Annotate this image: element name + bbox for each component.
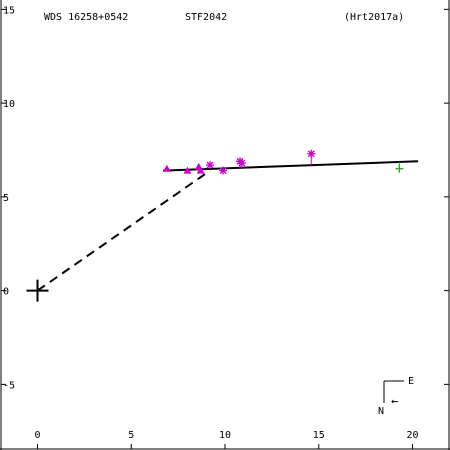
x-tick-label: 0 [35,430,41,441]
compass: E N ← [378,376,414,417]
y-tick-label: 5 [3,193,9,204]
header-reference: (Hrt2017a) [344,12,404,23]
x-tick-label: 15 [313,430,325,441]
observation-asterisk [206,161,214,169]
observation-triangle [162,164,171,172]
compass-east-label: E [408,376,414,387]
y-tick-label: 0 [3,287,9,298]
compass-north-label: N [378,406,384,417]
observation-triangle [183,166,192,174]
observation-asterisk [219,166,228,175]
x-tick-label: 5 [128,430,134,441]
y-tick-label: -5 [3,380,15,391]
y-tick-label: 10 [3,99,15,110]
observation-triangle [196,166,205,174]
data-marks [26,149,404,302]
observation-asterisk [307,149,316,158]
x-tick-label: 10 [219,430,231,441]
projection-line [36,169,211,292]
ephemeris-plus [395,164,404,173]
header-wds-id: WDS 16258+0542 [44,12,128,23]
header-star-name: STF2042 [185,12,227,23]
orbit-lines [36,160,419,292]
compass-arrow: ← [391,394,398,408]
observation-asterisk [237,159,246,168]
y-tick-label: 15 [3,5,15,16]
fit-line [163,160,419,172]
x-tick-label: 20 [407,430,419,441]
